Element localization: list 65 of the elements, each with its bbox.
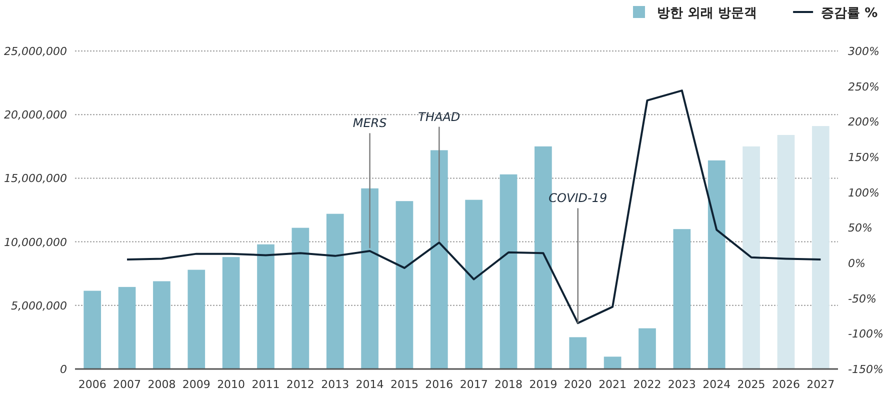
annotation: THAAD (418, 110, 460, 124)
x-tick-label: 2021 (598, 378, 627, 391)
y2-tick-label: 300% (848, 45, 880, 58)
bar (188, 270, 206, 369)
bar (361, 188, 378, 369)
y2-tick-label: 200% (848, 116, 880, 129)
y2-tick-label: -150% (848, 363, 884, 376)
bar (465, 200, 483, 369)
x-tick-label: 2025 (737, 378, 766, 391)
bar (638, 328, 656, 369)
bar (430, 150, 448, 369)
y-tick-label: 20,000,000 (4, 108, 67, 122)
x-tick-label: 2014 (356, 378, 384, 391)
y2-tick-label: 100% (848, 186, 880, 200)
bar (812, 126, 830, 369)
bar (118, 286, 136, 369)
bar (326, 214, 344, 369)
bar (292, 228, 310, 369)
x-tick-label: 2019 (529, 378, 558, 391)
y-tick-label: 10,000,000 (4, 236, 67, 249)
x-tick-label: 2009 (182, 378, 210, 391)
line-series (126, 90, 822, 324)
bar (500, 174, 518, 369)
x-tick-label: 2011 (252, 378, 280, 391)
bar (257, 244, 274, 369)
x-tick-label: 2024 (702, 378, 731, 391)
bar (84, 290, 102, 369)
x-tick-label: 2022 (633, 378, 662, 391)
legend-label: 증감률 % (821, 6, 878, 21)
bar (396, 201, 414, 369)
annotation: COVID-19 (548, 191, 608, 206)
x-tick-label: 2018 (494, 378, 523, 391)
x-tick-label: 2020 (564, 378, 592, 391)
annotation: MERS (352, 116, 388, 130)
x-tick-label: 2023 (668, 378, 696, 391)
y-tick-label: 15,000,000 (4, 172, 67, 186)
x-tick-label: 2015 (390, 378, 418, 391)
x-tick-label: 2010 (217, 378, 246, 391)
x-tick-label: 2007 (113, 378, 142, 391)
bar (708, 160, 726, 369)
x-tick-label: 2027 (806, 378, 835, 391)
bar (777, 134, 795, 369)
y-tick-label: 5,000,000 (11, 299, 67, 312)
x-tick-label: 2008 (148, 378, 176, 391)
bar (569, 337, 587, 369)
y2-tick-label: 50% (848, 222, 872, 235)
bar (742, 146, 760, 369)
y2-tick-label: 0% (848, 257, 866, 270)
y2-tick-label: -100% (848, 328, 884, 341)
bar (673, 229, 691, 369)
x-tick-label: 2016 (425, 378, 454, 391)
y2-tick-label: 250% (848, 80, 880, 94)
y-tick-label: 25,000,000 (4, 45, 67, 58)
y2-tick-label: -50% (848, 292, 876, 306)
x-tick-label: 2013 (321, 378, 350, 391)
bar (153, 281, 170, 369)
x-tick-label: 2012 (286, 378, 314, 391)
y2-tick-label: 150% (848, 151, 880, 164)
x-tick-label: 2026 (772, 378, 800, 391)
y-tick-label: 0 (60, 363, 67, 376)
bar (604, 356, 622, 369)
bar (222, 257, 240, 369)
legend-label: 방한 외래 방문객 (657, 6, 758, 21)
x-tick-label: 2017 (460, 378, 488, 391)
x-tick-label: 2006 (78, 378, 106, 391)
